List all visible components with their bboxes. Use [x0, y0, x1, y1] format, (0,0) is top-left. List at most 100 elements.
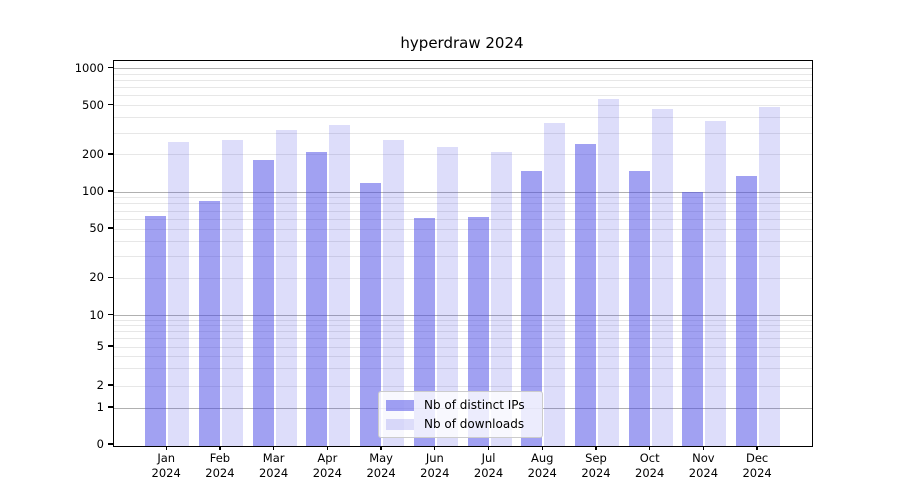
bar-distinct-ips — [198, 201, 220, 446]
gridline-minor — [114, 79, 812, 81]
bar-downloads — [329, 125, 351, 446]
y-tick-mark — [108, 406, 113, 408]
bar-downloads — [221, 139, 243, 446]
legend-item-distinct-ips: Nb of distinct IPs — [386, 396, 537, 415]
y-tick-label: 50 — [89, 221, 104, 236]
x-tick-label-mar: Mar 2024 — [258, 451, 289, 480]
y-tick-label: 100 — [82, 184, 104, 198]
x-tick-mark — [756, 446, 758, 450]
x-tick-label-may: May 2024 — [366, 451, 396, 480]
gridline-minor — [114, 325, 812, 327]
bar-distinct-ips — [413, 217, 435, 446]
y-tick-label: 20 — [89, 270, 104, 285]
bar-distinct-ips — [736, 175, 758, 446]
gridline-minor — [114, 355, 812, 357]
bar-downloads — [651, 109, 673, 446]
bar-distinct-ips — [360, 183, 382, 446]
bar-distinct-ips — [467, 216, 489, 446]
x-tick-label-apr: Apr 2024 — [312, 451, 342, 480]
chart-title: hyperdraw 2024 — [400, 34, 524, 52]
gridline-minor — [114, 331, 812, 333]
y-tick-mark — [108, 313, 113, 316]
x-tick-mark — [326, 446, 329, 450]
gridline-minor — [114, 154, 812, 156]
x-tick-mark — [434, 446, 436, 450]
x-tick-label-aug: Aug 2024 — [527, 451, 557, 480]
y-tick-mark — [108, 227, 113, 229]
gridline-minor — [114, 132, 812, 134]
gridline-minor — [114, 228, 812, 230]
x-tick-label-oct: Oct 2024 — [635, 451, 665, 480]
bar-downloads — [436, 146, 458, 446]
gridline-minor — [114, 319, 812, 321]
x-tick-mark — [380, 446, 382, 450]
gridline-minor — [114, 256, 812, 258]
bar-distinct-ips — [145, 215, 167, 446]
x-tick-mark — [648, 446, 651, 450]
y-tick-mark — [108, 153, 113, 155]
legend-swatch-downloads — [386, 418, 414, 430]
legend-label-downloads: Nb of downloads — [424, 417, 525, 431]
bar-distinct-ips — [521, 170, 543, 446]
x-tick-mark — [165, 446, 167, 450]
gridline-minor — [114, 95, 812, 97]
gridline-minor — [114, 73, 812, 75]
y-tick-mark — [108, 345, 113, 347]
y-tick-mark — [108, 66, 113, 69]
legend: Nb of distinct IPs Nb of downloads — [378, 391, 543, 438]
y-tick-mark — [108, 276, 113, 278]
gridline-minor — [114, 338, 812, 340]
gridline-minor — [114, 210, 812, 212]
y-tick-mark — [108, 103, 113, 106]
y-tick-label: 2 — [96, 378, 104, 392]
legend-label-distinct-ips: Nb of distinct IPs — [424, 398, 525, 412]
bar-downloads — [705, 121, 727, 446]
gridline-minor — [114, 197, 812, 199]
gridline-minor — [114, 368, 812, 370]
x-tick-mark — [219, 446, 221, 450]
bar-downloads — [168, 142, 190, 446]
gridline-minor — [114, 105, 812, 107]
x-tick-mark — [595, 446, 597, 450]
gridline-minor — [114, 385, 812, 387]
y-tick-label: 10 — [89, 307, 104, 322]
legend-swatch-distinct-ips — [386, 399, 414, 411]
gridline-minor — [114, 240, 812, 242]
y-tick-mark — [108, 190, 113, 192]
x-tick-label-feb: Feb 2024 — [205, 451, 235, 480]
x-tick-mark — [541, 446, 543, 450]
y-tick-label: 500 — [82, 97, 104, 112]
bar-distinct-ips — [252, 159, 274, 446]
x-tick-label-dec: Dec 2024 — [742, 451, 772, 480]
y-tick-label: 0 — [96, 437, 104, 451]
bar-downloads — [383, 139, 405, 446]
bar-distinct-ips — [628, 171, 650, 446]
x-tick-label-sep: Sep 2024 — [581, 451, 611, 480]
x-tick-label-jan: Jan 2024 — [151, 451, 181, 480]
gridline-minor — [114, 346, 812, 348]
gridline-minor — [114, 87, 812, 89]
bar-distinct-ips — [682, 192, 704, 446]
bar-distinct-ips — [306, 151, 328, 446]
y-tick-mark — [108, 443, 113, 445]
plot-area — [113, 60, 813, 447]
gridline-minor — [114, 277, 812, 279]
y-tick-label: 1 — [96, 400, 104, 414]
gridline-minor — [114, 203, 812, 205]
gridline-major — [114, 68, 812, 69]
gridline-major — [114, 315, 812, 316]
x-tick-mark — [272, 446, 275, 450]
bar-downloads — [490, 151, 512, 446]
y-tick-label: 200 — [82, 146, 104, 161]
bar-downloads — [275, 129, 297, 446]
x-tick-mark — [702, 446, 705, 450]
bar-downloads — [597, 99, 619, 446]
x-tick-label-nov: Nov 2024 — [688, 451, 719, 480]
legend-item-downloads: Nb of downloads — [386, 415, 537, 434]
bar-downloads — [759, 107, 781, 446]
x-tick-label-jun: Jun 2024 — [420, 451, 450, 480]
x-tick-mark — [487, 446, 490, 450]
gridline-major — [114, 191, 812, 193]
bar-downloads — [544, 123, 566, 446]
